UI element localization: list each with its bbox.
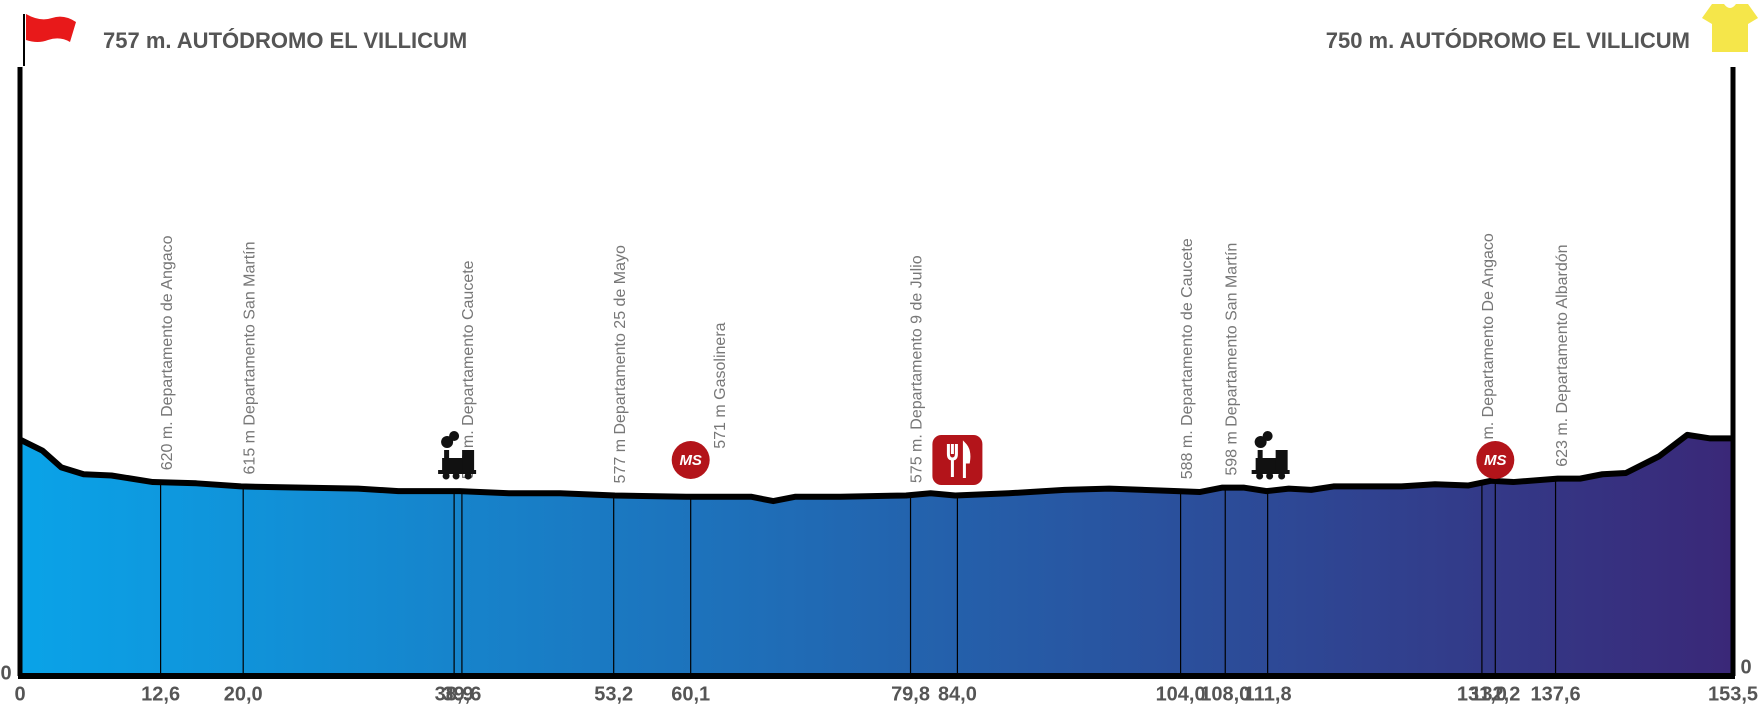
elevation-area [20, 434, 1733, 676]
train-base [1251, 470, 1290, 474]
train-wheel [442, 472, 450, 480]
x-tick-label: 104,0 [1156, 683, 1206, 705]
finish-title: 750 m. AUTÓDROMO EL VILLICUM [1326, 28, 1690, 53]
x-tick-label: 39,6 [442, 683, 481, 705]
x-tick-label: 108,0 [1200, 683, 1250, 705]
waypoint-label: 575 m. Departamento 9 de Julio [909, 255, 926, 483]
train-body [1255, 458, 1278, 470]
x-tick-label: 79,8 [891, 683, 930, 705]
train-wheel [1256, 472, 1264, 480]
x-tick-label: 12,6 [141, 683, 180, 705]
x-tick-label: 153,5 [1708, 683, 1758, 705]
elevation-line [18, 431, 1733, 505]
train-wheel [1278, 472, 1286, 480]
start-title: 757 m. AUTÓDROMO EL VILLICUM [103, 28, 467, 53]
ms-marker-label: MS [1484, 452, 1507, 469]
train-cab [1275, 450, 1288, 470]
fork [946, 444, 958, 477]
train-marker [438, 431, 477, 480]
ms-marker [671, 441, 710, 479]
ms-marker [1476, 441, 1515, 479]
food-bg [932, 435, 983, 485]
x-tick-label: 84,0 [938, 683, 977, 705]
waypoint-label: 588 m. Departamento de Caucete [1179, 238, 1196, 479]
train-wheel [452, 472, 460, 480]
waypoint-label: 615 m Departamento San Martín [241, 241, 258, 474]
waypoint-label: 571 m Gasolinera [712, 322, 729, 448]
waypoint-label: 598 m Departamento San Martín [1223, 243, 1240, 476]
waypoint-label: 620 m. Departamento de Angaco [159, 235, 176, 470]
y-tick-label-right: 0 [1740, 656, 1751, 678]
x-tick-label: 111,8 [1244, 683, 1292, 705]
train-chimney [444, 450, 450, 458]
x-tick-label: 132,2 [1470, 683, 1520, 705]
waypoint-label: 609 m. Departamento De Angaco [1480, 233, 1497, 471]
y-tick-label: 0 [0, 662, 11, 684]
waypoint-label: 577 m Departamento 25 de Mayo [612, 245, 629, 483]
x-tick-label: 38,9 [435, 683, 474, 705]
train-marker [1251, 431, 1290, 480]
train-body [442, 458, 465, 470]
x-tick-label: 20,0 [224, 683, 263, 705]
x-tick-label: 0 [14, 683, 25, 705]
train-wheel [464, 472, 472, 480]
train-smoke [449, 431, 460, 441]
train-smoke [1262, 431, 1273, 441]
ms-marker-label: MS [679, 452, 702, 469]
train-base [438, 470, 477, 474]
train-cab [462, 450, 475, 470]
train-chimney [1257, 450, 1263, 458]
x-tick-label: 131,0 [1457, 683, 1507, 705]
x-tick-label: 60,1 [671, 683, 710, 705]
start-flag [23, 14, 76, 66]
x-tick-label: 53,2 [594, 683, 633, 705]
leader-jersey [1702, 4, 1758, 52]
knife [962, 440, 971, 478]
waypoint-label: 588 m. Departamento Caucete [460, 260, 477, 479]
train-wheel [1266, 472, 1274, 480]
waypoint-label: 623 m. Departamento Albardón [1554, 244, 1571, 466]
x-tick-label: 137,6 [1531, 683, 1581, 705]
food-marker [932, 435, 983, 485]
